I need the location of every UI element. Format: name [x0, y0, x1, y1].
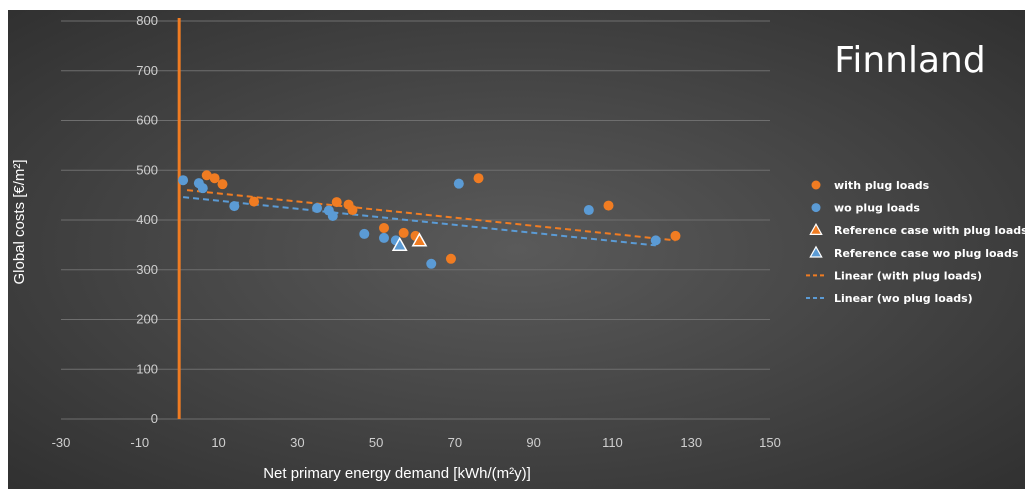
- x-tick-label: 150: [759, 435, 781, 450]
- y-axis-title: Global costs [€/m²]: [11, 159, 28, 284]
- data-point: [445, 253, 456, 264]
- data-point: [473, 173, 484, 184]
- x-tick-label: 30: [290, 435, 304, 450]
- data-point: [359, 228, 370, 239]
- data-point-triangle: [391, 236, 408, 252]
- data-point: [178, 175, 189, 186]
- white-margin-left: [0, 0, 8, 489]
- data-point: [426, 258, 437, 269]
- y-tick-label: 200: [136, 312, 158, 327]
- y-tick-label: 700: [136, 63, 158, 78]
- y-tick-label: 100: [136, 361, 158, 376]
- data-point-triangle: [411, 232, 428, 247]
- x-tick-label: -30: [52, 435, 71, 450]
- legend-label: Linear (wo plug loads): [834, 292, 973, 305]
- data-point: [209, 173, 220, 184]
- chart-background: [8, 10, 1025, 489]
- y-tick-label: 300: [136, 262, 158, 277]
- legend-swatch: [811, 203, 821, 213]
- y-axis-tick-labels: 0 100 200 300 400 500 600 700 800: [136, 13, 158, 426]
- data-point: [249, 196, 260, 207]
- data-point: [603, 200, 614, 211]
- x-tick-label: 70: [448, 435, 462, 450]
- data-point: [398, 227, 409, 238]
- x-tick-label: 130: [680, 435, 702, 450]
- x-tick-label: 10: [211, 435, 225, 450]
- data-points: [178, 170, 681, 269]
- white-margin-top: [0, 0, 1025, 10]
- trendline-0: [186, 189, 676, 242]
- y-tick-label: 0: [151, 411, 158, 426]
- data-point: [201, 170, 212, 181]
- data-point: [583, 205, 594, 216]
- trendline-1: [183, 196, 656, 247]
- legend-label: wo plug loads: [834, 202, 920, 215]
- legend-label: Reference case wo plug loads: [834, 247, 1019, 260]
- data-point: [378, 232, 389, 243]
- legend-swatch: [809, 245, 823, 258]
- data-point: [197, 183, 208, 194]
- legend-label: Linear (with plug loads): [834, 269, 982, 282]
- data-point: [378, 222, 389, 233]
- y-tick-label: 500: [136, 162, 158, 177]
- legend-swatch: [811, 180, 821, 190]
- data-point: [331, 197, 342, 208]
- x-tick-label: -10: [130, 435, 149, 450]
- x-axis-title: Net primary energy demand [kWh/(m²y)]: [263, 465, 531, 482]
- legend-label: with plug loads: [834, 179, 930, 192]
- data-point: [327, 211, 338, 222]
- y-tick-label: 800: [136, 13, 158, 28]
- data-point: [453, 178, 464, 189]
- y-tick-label: 600: [136, 113, 158, 128]
- data-point: [670, 230, 681, 241]
- y-tick-label: 400: [136, 212, 158, 227]
- chart-title: Finnland: [834, 40, 985, 81]
- x-tick-label: 50: [369, 435, 383, 450]
- data-point: [347, 205, 358, 216]
- data-point: [229, 201, 240, 212]
- legend: with plug loads wo plug loads Reference ca…: [806, 179, 1025, 305]
- x-tick-label: 110: [602, 435, 623, 450]
- legend-swatch: [809, 222, 823, 235]
- trendlines: [183, 189, 676, 247]
- x-axis-tick-labels: -30 -10 10 30 50 70 90 110 130 150: [52, 435, 781, 450]
- data-point: [217, 179, 228, 190]
- legend-label: Reference case with plug loads: [834, 224, 1025, 237]
- data-point: [650, 235, 661, 246]
- x-tick-label: 90: [526, 435, 540, 450]
- data-point: [312, 203, 323, 214]
